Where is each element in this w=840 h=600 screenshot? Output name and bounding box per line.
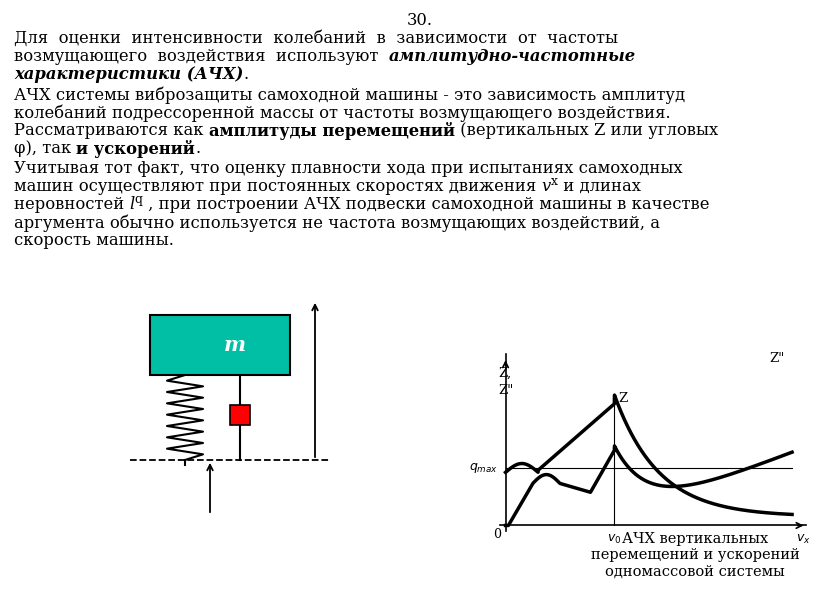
Text: возмущающего  воздействия  используют: возмущающего воздействия используют [14, 48, 389, 65]
Text: характеристики (АЧХ): характеристики (АЧХ) [14, 66, 244, 83]
Text: неровностей: неровностей [14, 196, 129, 213]
Text: .: . [244, 66, 249, 83]
Text: $v_x$: $v_x$ [796, 533, 811, 547]
Text: φ), так: φ), так [14, 140, 76, 157]
Text: l: l [129, 196, 134, 213]
Text: Z: Z [619, 392, 628, 405]
Text: $v_0$: $v_0$ [607, 533, 622, 547]
Text: амплитудно-частотные: амплитудно-частотные [389, 48, 636, 65]
Text: x: x [551, 175, 558, 188]
Text: m: m [224, 335, 246, 355]
Text: Z": Z" [769, 352, 785, 365]
Text: v: v [542, 178, 551, 195]
Bar [230, 405, 250, 425]
Text: скорость машины.: скорость машины. [14, 232, 174, 249]
Text: .: . [195, 140, 201, 157]
Text: машин осуществляют при постоянных скоростях движения: машин осуществляют при постоянных скорос… [14, 178, 542, 195]
Text: Z,: Z, [498, 367, 512, 379]
Bar [150, 315, 290, 375]
Text: Учитывая тот факт, что оценку плавности хода при испытаниях самоходных: Учитывая тот факт, что оценку плавности … [14, 160, 683, 177]
Text: (вертикальных Z или угловых: (вертикальных Z или угловых [454, 122, 718, 139]
Text: и ускорений: и ускорений [76, 140, 195, 158]
Text: АЧХ системы виброзащиты самоходной машины - это зависимость амплитуд: АЧХ системы виброзащиты самоходной машин… [14, 86, 685, 103]
Text: и длинах: и длинах [558, 178, 641, 195]
Text: q: q [134, 193, 143, 206]
Text: амплитуды перемещений: амплитуды перемещений [209, 122, 454, 140]
Text: колебаний подрессоренной массы от частоты возмущающего воздействия.: колебаний подрессоренной массы от частот… [14, 104, 670, 121]
Text: Рассматриваются как: Рассматриваются как [14, 122, 209, 139]
Text: Z": Z" [498, 384, 513, 397]
Text: 30.: 30. [407, 12, 433, 29]
Text: аргумента обычно используется не частота возмущающих воздействий, а: аргумента обычно используется не частота… [14, 214, 660, 232]
Text: $q_{max}$: $q_{max}$ [470, 461, 498, 475]
Text: , при построении АЧХ подвески самоходной машины в качестве: , при построении АЧХ подвески самоходной… [143, 196, 709, 213]
Text: Для  оценки  интенсивности  колебаний  в  зависимости  от  частоты: Для оценки интенсивности колебаний в зав… [14, 30, 618, 47]
Text: АЧХ вертикальных
перемещений и ускорений
одномассовой системы: АЧХ вертикальных перемещений и ускорений… [591, 532, 800, 578]
Text: 0: 0 [493, 527, 501, 541]
